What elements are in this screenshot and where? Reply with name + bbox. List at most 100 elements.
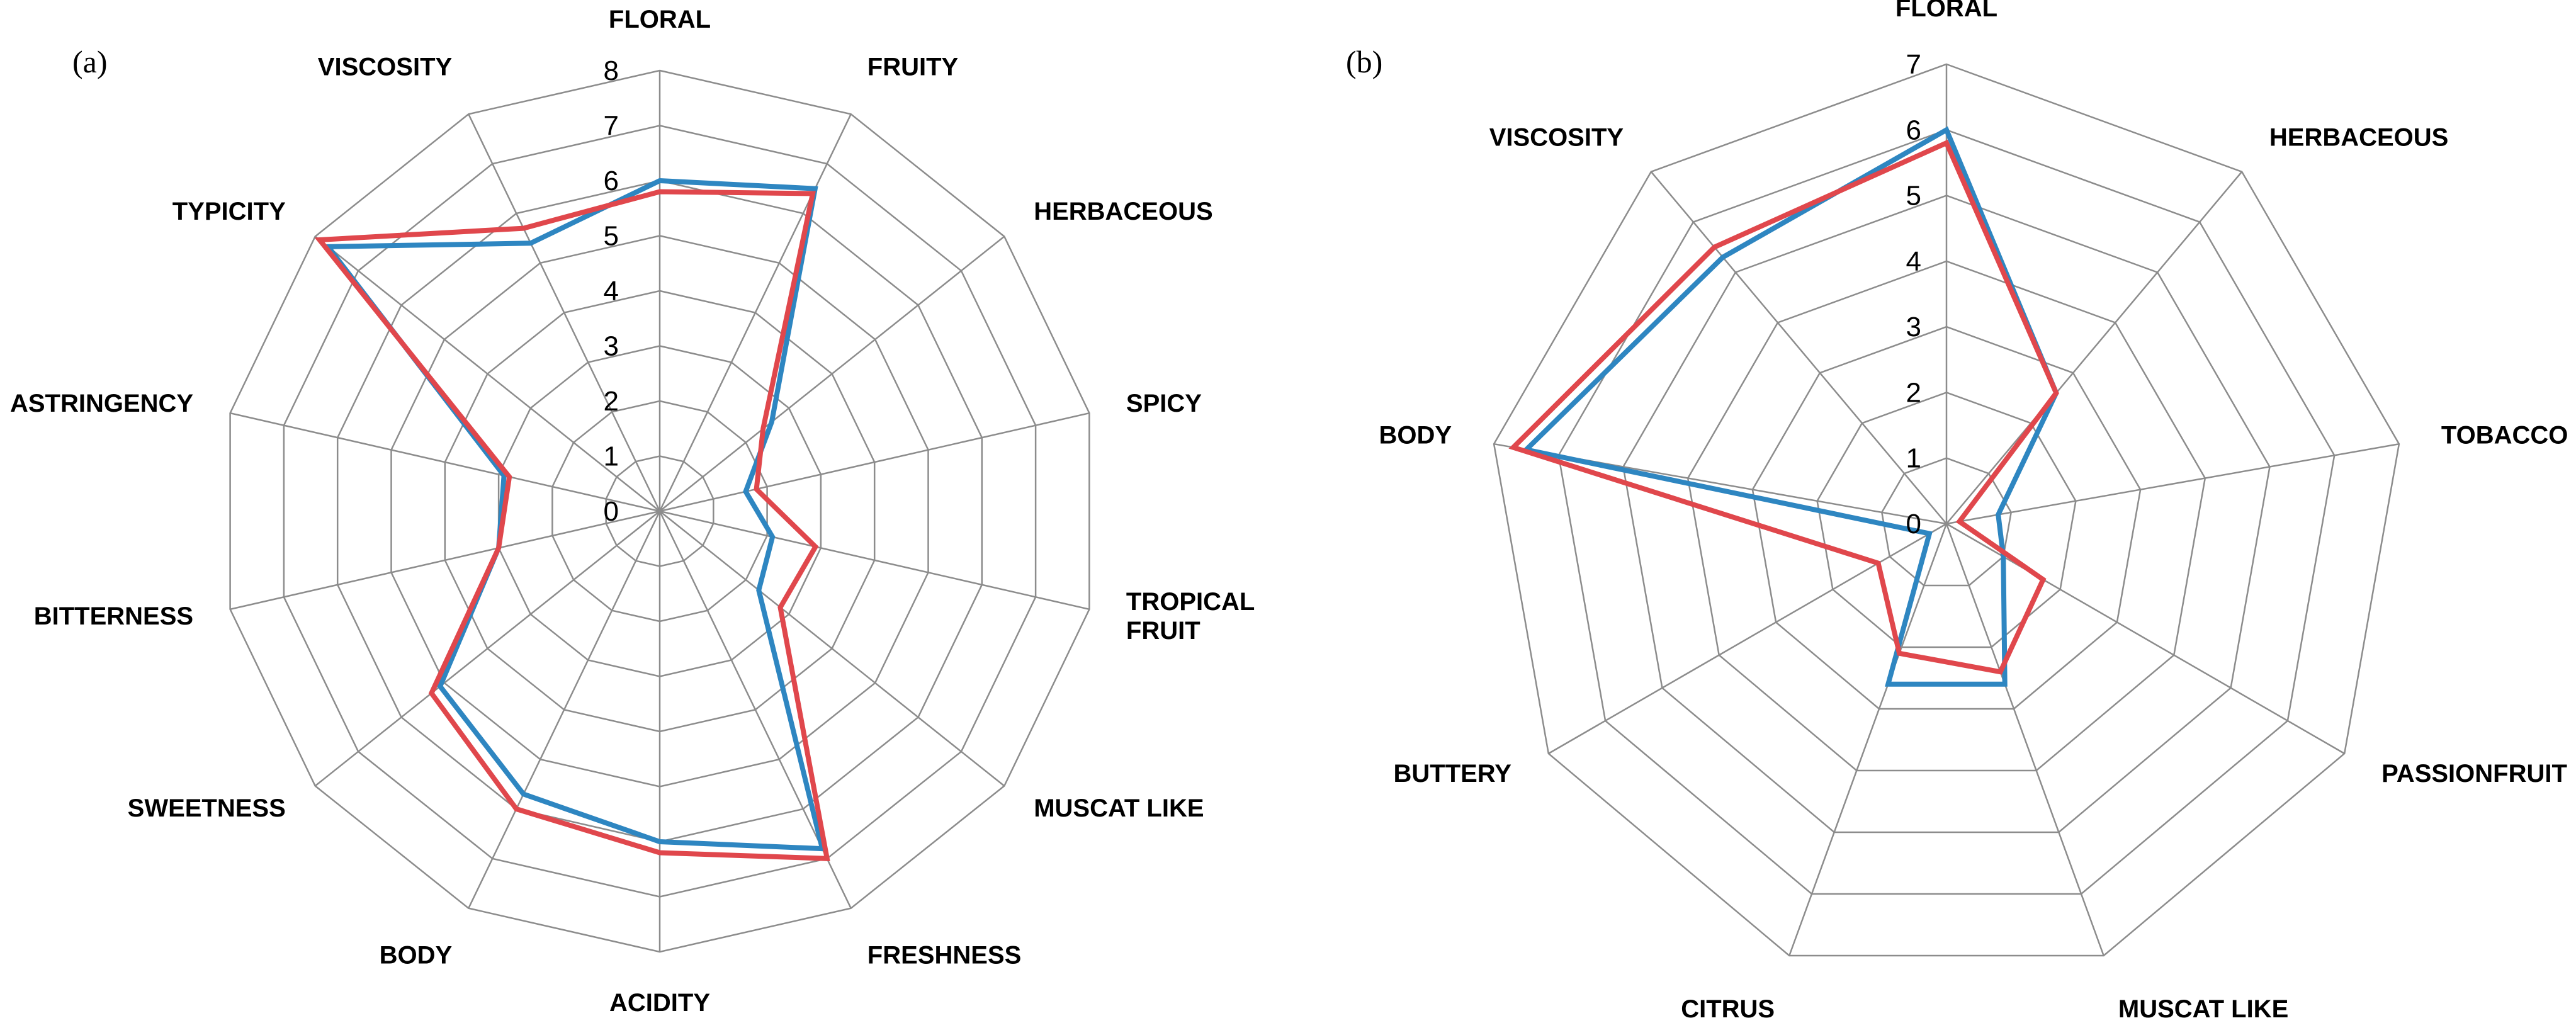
grid-ring-3 bbox=[1751, 325, 2142, 710]
axis-label-line: FLORAL bbox=[1895, 0, 1997, 22]
spoke-body bbox=[468, 511, 661, 909]
spoke-muscat-like bbox=[659, 511, 1005, 787]
tick-label: 5 bbox=[1906, 181, 1921, 212]
axis-label-line: MUSCAT LIKE bbox=[2118, 995, 2288, 1023]
axis-label-viscosity: VISCOSITY bbox=[318, 53, 453, 81]
grid-ring-1 bbox=[1880, 457, 2013, 587]
axis-label-line: TROPICAL bbox=[1126, 588, 1255, 616]
axis-label-passionfruit: PASSIONFRUIT bbox=[2381, 760, 2567, 788]
axis-label-viscosity: VISCOSITY bbox=[1489, 124, 1624, 152]
spoke-viscosity bbox=[1650, 171, 1947, 524]
spoke-sweetness bbox=[314, 511, 660, 787]
spoke-tobacco bbox=[1946, 443, 2400, 525]
axis-label-line: MUSCAT LIKE bbox=[1034, 794, 1204, 822]
spoke-passionfruit bbox=[1946, 523, 2345, 755]
axis-label-muscat-like: MUSCAT LIKE bbox=[2118, 995, 2288, 1023]
tick-label: 3 bbox=[1906, 312, 1921, 342]
grid-ring-4 bbox=[1686, 260, 2206, 772]
spoke-herbaceous bbox=[659, 235, 1005, 512]
panel-label-a: (a) bbox=[72, 44, 108, 79]
tick-label: 6 bbox=[604, 166, 619, 196]
axis-label-line: FRUIT bbox=[1126, 617, 1200, 645]
radar-series-a bbox=[314, 178, 830, 861]
series-1-line bbox=[323, 178, 826, 852]
spoke-citrus bbox=[1788, 523, 1948, 956]
tick-label: 7 bbox=[604, 111, 619, 142]
axis-label-line: FLORAL bbox=[609, 6, 711, 33]
axis-label-herbaceous: HERBACEOUS bbox=[2269, 124, 2448, 152]
axis-label-buttery: BUTTERY bbox=[1393, 760, 1511, 788]
spoke-herbaceous bbox=[1946, 171, 2243, 524]
tick-label: 5 bbox=[604, 221, 619, 252]
spoke-typicity bbox=[314, 235, 660, 512]
axis-label-line: PASSIONFRUIT bbox=[2381, 760, 2567, 788]
tick-label: 2 bbox=[604, 386, 619, 417]
tick-label: 1 bbox=[1906, 443, 1921, 474]
radar-axis-labels-a: FLORAL FRUITY HERBACEOUS SPICY TROPICAL FRUIT… bbox=[10, 6, 1255, 1017]
axis-label-line: SPICY bbox=[1126, 390, 1202, 417]
axis-label-line: FRUITY bbox=[867, 53, 959, 81]
axis-label-line: BUTTERY bbox=[1393, 760, 1511, 788]
spoke-viscosity bbox=[468, 113, 661, 512]
axis-label-freshness: FRESHNESS bbox=[867, 942, 1022, 969]
tick-label: 4 bbox=[604, 276, 619, 307]
spoke-tropical-fruit bbox=[659, 510, 1090, 611]
axis-label-muscat-like: MUSCAT LIKE bbox=[1034, 794, 1204, 822]
grid-ring-5 bbox=[1622, 195, 2271, 834]
axis-label-herbaceous: HERBACEOUS bbox=[1034, 198, 1212, 225]
axis-label-line: ACIDITY bbox=[609, 989, 710, 1017]
tick-label: 7 bbox=[1906, 49, 1921, 80]
axis-label-floral: FLORAL bbox=[609, 6, 711, 33]
series-1-line bbox=[1521, 126, 2059, 687]
tick-label: 0 bbox=[604, 496, 619, 527]
tick-label: 3 bbox=[604, 331, 619, 362]
panel-label-b: (b) bbox=[1346, 44, 1382, 79]
axis-label-citrus: CITRUS bbox=[1681, 995, 1775, 1023]
radar-tick-labels-b: 0 1 2 3 4 5 6 7 bbox=[1906, 49, 1921, 540]
axis-label-tobacco: TOBACCO bbox=[2441, 421, 2568, 449]
axis-label-fruity: FRUITY bbox=[867, 53, 959, 81]
spoke-buttery bbox=[1548, 523, 1947, 755]
axis-label-line: SWEETNESS bbox=[128, 794, 286, 822]
grid-ring-7 bbox=[1493, 63, 2400, 957]
radar-axis-labels-b: FLORAL HERBACEOUS TOBACCO PASSIONFRUIT MUSCA… bbox=[1379, 0, 2568, 1023]
axis-label-line: CITRUS bbox=[1681, 995, 1775, 1023]
radar-grid-b bbox=[1493, 63, 2400, 957]
axis-label-acidity: ACIDITY bbox=[609, 989, 710, 1017]
axis-label-line: BODY bbox=[380, 942, 453, 969]
axis-label-line: VISCOSITY bbox=[1489, 124, 1624, 152]
axis-label-line: TOBACCO bbox=[2441, 421, 2568, 449]
tick-label: 8 bbox=[604, 55, 619, 86]
axis-label-line: TYPICITY bbox=[172, 198, 286, 225]
axis-label-body: BODY bbox=[380, 942, 453, 969]
series-2-line bbox=[1508, 139, 2059, 675]
radar-panel-a: (a) 0 1 2 3 4 5 6 7 8 FLORAL FRUITY HERBACEOUS SPIC… bbox=[10, 6, 1255, 1017]
radar-tick-labels-a: 0 1 2 3 4 5 6 7 8 bbox=[604, 55, 619, 527]
axis-label-line: FRESHNESS bbox=[867, 942, 1022, 969]
axis-label-bitterness: BITTERNESS bbox=[34, 602, 193, 630]
axis-label-line: HERBACEOUS bbox=[1034, 198, 1212, 225]
axis-label-line: ASTRINGENCY bbox=[10, 390, 193, 417]
axis-label-line: BITTERNESS bbox=[34, 602, 193, 630]
spoke-bitterness bbox=[230, 510, 660, 611]
tick-label: 0 bbox=[1906, 509, 1921, 540]
axis-label-line: VISCOSITY bbox=[318, 53, 453, 81]
spoke-fruity bbox=[658, 113, 852, 512]
axis-label-sweetness: SWEETNESS bbox=[128, 794, 286, 822]
axis-label-astringency: ASTRINGENCY bbox=[10, 390, 193, 417]
grid-ring-2 bbox=[1816, 392, 2077, 648]
spoke-muscat-like bbox=[1945, 523, 2104, 956]
radar-grid-a bbox=[229, 69, 1090, 953]
radar-series-b bbox=[1508, 126, 2059, 687]
tick-label: 4 bbox=[1906, 246, 1921, 277]
axis-label-body: BODY bbox=[1379, 421, 1452, 449]
axis-label-spicy: SPICY bbox=[1126, 390, 1202, 417]
axis-label-floral: FLORAL bbox=[1895, 0, 1997, 22]
axis-label-typicity: TYPICITY bbox=[172, 198, 286, 225]
axis-label-line: BODY bbox=[1379, 421, 1452, 449]
series-2-line bbox=[314, 189, 830, 861]
tick-label: 6 bbox=[1906, 115, 1921, 145]
radar-panel-b: (b) 0 1 2 3 4 5 6 7 FLORAL HERBACEOUS TOBACCO PASS… bbox=[1346, 0, 2568, 1023]
axis-label-line: HERBACEOUS bbox=[2269, 124, 2448, 152]
